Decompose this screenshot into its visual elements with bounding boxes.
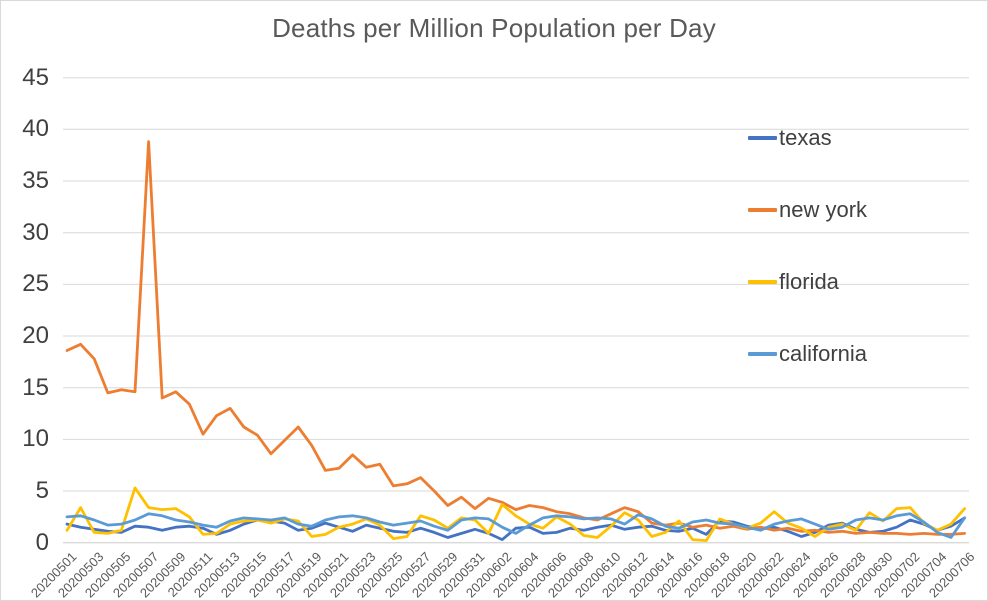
legend-item-new-york: new york <box>748 174 867 246</box>
legend-label-florida: florida <box>779 269 839 294</box>
texas-line-swatch-icon <box>748 136 777 140</box>
y-tick-label-25: 25 <box>22 270 49 297</box>
y-tick-label-45: 45 <box>22 64 49 91</box>
legend-item-california: california <box>748 318 867 390</box>
legend-label-new-york: new york <box>779 197 868 222</box>
series-line-california <box>65 512 966 539</box>
california-line-swatch-icon <box>748 352 777 356</box>
y-tick-label-5: 5 <box>35 477 49 504</box>
legend-item-texas: texas <box>748 102 867 174</box>
series-line-florida <box>65 486 966 542</box>
y-tick-label-15: 15 <box>22 374 49 401</box>
y-tick-label-10: 10 <box>22 425 49 452</box>
florida-line-swatch-icon <box>748 280 777 284</box>
legend-label-texas: texas <box>779 125 832 150</box>
y-tick-label-0: 0 <box>35 529 49 556</box>
y-tick-label-35: 35 <box>22 167 49 194</box>
new-york-line-swatch-icon <box>748 208 777 212</box>
legend-label-california: california <box>779 341 868 366</box>
y-tick-label-20: 20 <box>22 322 49 349</box>
y-tick-label-30: 30 <box>22 219 49 246</box>
chart-title: Deaths per Million Population per Day <box>272 13 716 43</box>
legend: texas new york florida california <box>748 102 867 390</box>
series-line-new-york <box>65 140 966 536</box>
legend-item-florida: florida <box>748 246 867 318</box>
y-tick-label-40: 40 <box>22 115 49 142</box>
